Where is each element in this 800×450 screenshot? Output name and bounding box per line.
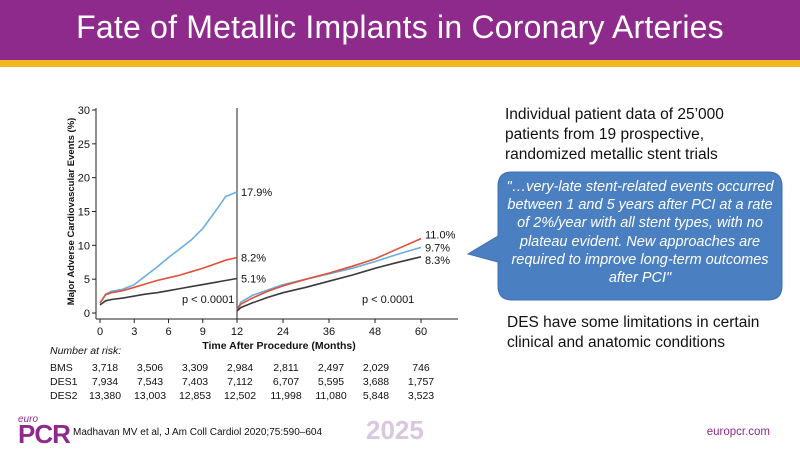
x-axis-label: Time After Procedure (Months): [202, 340, 355, 352]
risk-cell: 2,984: [226, 362, 254, 374]
logo-euro-text: euro: [18, 414, 39, 425]
y-tick-label: 30: [78, 105, 90, 117]
slide-title: Fate of Metallic Implants in Coronary Ar…: [76, 9, 724, 45]
series-line-des1-early: [99, 256, 238, 304]
citation: Madhavan MV et al, J Am Coll Cardiol 202…: [73, 427, 323, 438]
y-axis-label: Major Adverse Cardiovascular Events (%): [66, 118, 77, 306]
risk-cell: 11,080: [315, 390, 347, 402]
end-label-des2-60mo: 8.3%: [425, 255, 450, 267]
end-label-des1-12mo: 8.2%: [241, 253, 266, 265]
title-accent-bar: [0, 60, 800, 67]
y-tick-label: 0: [84, 308, 90, 320]
risk-cell: 6,707: [272, 376, 300, 388]
risk-row-label: BMS: [50, 362, 73, 374]
risk-cell: 2,811: [273, 362, 299, 374]
risk-cell: 7,543: [136, 376, 164, 388]
risk-cell: 3,718: [91, 362, 119, 374]
y-tick-label: 15: [78, 207, 90, 219]
end-label-des1-60mo: 11.0%: [425, 230, 456, 242]
risk-cell: 5,848: [362, 390, 390, 402]
risk-cell: 13,380: [88, 390, 122, 402]
callout-quote: "…very-late stent-related events occurre…: [506, 179, 774, 287]
risk-cell: 2,497: [317, 362, 345, 374]
series-line-des2-late: [236, 256, 422, 312]
risk-cell: 7,403: [181, 376, 209, 388]
x-tick-label: 3: [131, 326, 137, 338]
y-tick-label: 25: [78, 139, 90, 151]
series-line-des2-early: [99, 277, 238, 306]
risk-table-title: Number at risk:: [50, 345, 122, 357]
website-link[interactable]: europcr.com: [706, 426, 770, 438]
risk-cell: 12,853: [178, 390, 212, 402]
y-tick-label: 5: [84, 274, 90, 286]
x-tick-label: 24: [277, 326, 289, 338]
risk-cell: 13,003: [133, 390, 167, 402]
logo-pcr-text: PCR: [18, 419, 71, 449]
end-label-bms-60mo: 9.7%: [425, 242, 450, 254]
risk-cell: 1,757: [407, 376, 435, 388]
y-tick-label: 20: [78, 173, 90, 185]
series-line-bms-early: [99, 191, 238, 304]
p-value-late: p < 0.0001: [362, 294, 414, 306]
x-tick-label: 12: [231, 326, 243, 338]
risk-cell: 7,934: [91, 376, 119, 388]
p-value-early: p < 0.0001: [182, 294, 234, 306]
risk-cell: 746: [412, 362, 430, 374]
series-line-des1-late: [236, 237, 422, 311]
callout-bubble: [466, 171, 783, 301]
title-bar: Fate of Metallic Implants in Coronary Ar…: [0, 0, 800, 60]
risk-cell: 3,506: [136, 362, 164, 374]
des-limitations-note: DES have some limitations in certain cli…: [507, 314, 760, 351]
risk-cell: 3,309: [181, 362, 209, 374]
risk-cell: 11,998: [270, 390, 302, 402]
x-tick-label: 36: [323, 326, 335, 338]
year-watermark: 2025: [366, 415, 424, 445]
risk-row-label: DES2: [50, 390, 78, 402]
x-tick-label: 6: [165, 326, 171, 338]
y-tick-label: 10: [78, 240, 90, 252]
x-tick-label: 0: [97, 326, 103, 338]
risk-cell: 12,502: [223, 390, 257, 402]
x-tick-label: 60: [415, 326, 427, 338]
x-tick-label: 48: [369, 326, 381, 338]
risk-cell: 5,595: [317, 376, 345, 388]
risk-cell: 3,523: [407, 390, 435, 402]
intro-text: Individual patient data of 25’000 patien…: [505, 106, 724, 163]
end-label-des2-12mo: 5.1%: [241, 273, 266, 285]
risk-row-label: DES1: [50, 376, 78, 388]
risk-cell: 2,029: [362, 362, 390, 374]
end-label-bms-12mo: 17.9%: [241, 187, 272, 199]
x-tick-label: 9: [200, 326, 206, 338]
risk-cell: 3,688: [362, 376, 390, 388]
risk-cell: 7,112: [227, 376, 253, 388]
